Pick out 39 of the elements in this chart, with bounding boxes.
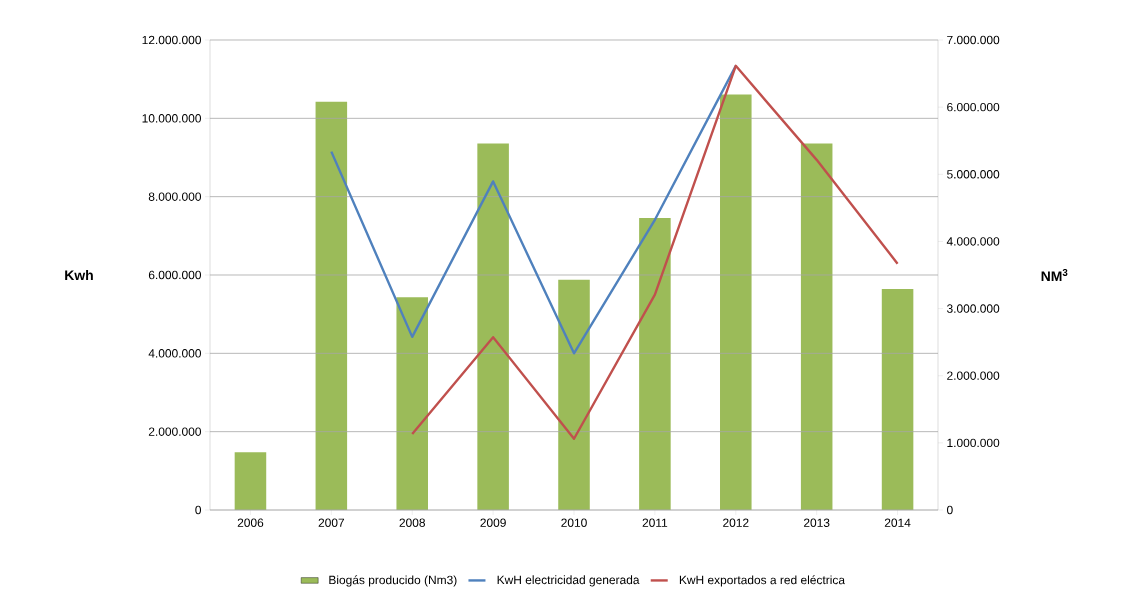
legend-label: KwH exportados a red eléctrica — [679, 575, 846, 587]
y-tick-label: 6.000.000 — [148, 270, 202, 280]
line-series — [411, 64, 899, 440]
y-tick-label: 8.000.000 — [148, 192, 202, 201]
bar — [558, 279, 590, 510]
x-tick-label: 2007 — [318, 518, 345, 527]
y2-tick-label: 5.000.000 — [947, 170, 1000, 179]
y-tick-label: 2.000.000 — [148, 427, 202, 436]
x-tick-label: 2011 — [642, 518, 668, 527]
y2-tick-label: 4.000.000 — [946, 237, 1000, 246]
y2-tick-label: 0 — [947, 505, 953, 515]
y2-tick-label: 3.000.000 — [946, 304, 1000, 313]
x-tick-label: 2008 — [399, 518, 425, 527]
bar — [720, 94, 752, 510]
y-tick-label: 4.000.000 — [148, 349, 202, 358]
y2-tick-label: 6.000.000 — [947, 102, 1000, 112]
y-tick-label: 10.000.000 — [142, 114, 202, 123]
y-tick-label: 12.000.000 — [142, 35, 202, 45]
bar — [881, 289, 914, 510]
x-tick-label: 2010 — [561, 518, 587, 527]
x-tick-label: 2009 — [480, 518, 506, 527]
y2-axis-title: NM$^{3}$ — [1041, 268, 1068, 282]
y2-tick-label: 7.000.000 — [947, 35, 1000, 45]
x-tick-label: 2014 — [884, 518, 911, 527]
x-tick-label: 2012 — [723, 518, 749, 527]
bar — [800, 143, 833, 510]
bar — [315, 101, 348, 510]
y2-tick-label: 1.000.000 — [947, 438, 1000, 448]
y-tick-label: 0 — [195, 505, 202, 515]
legend-label: Biogás producido (Nm3) — [329, 575, 457, 587]
y-axis-title: Kwh — [65, 269, 93, 281]
y2-tick-label: 2.000.000 — [947, 371, 1000, 380]
x-tick-label: 2006 — [237, 518, 264, 527]
bar — [234, 452, 267, 510]
bar — [639, 217, 671, 510]
legend-label: KwH electricidad generada — [497, 575, 640, 587]
bar — [396, 297, 428, 510]
x-tick-label: 2013 — [803, 518, 830, 527]
bar — [477, 143, 509, 510]
